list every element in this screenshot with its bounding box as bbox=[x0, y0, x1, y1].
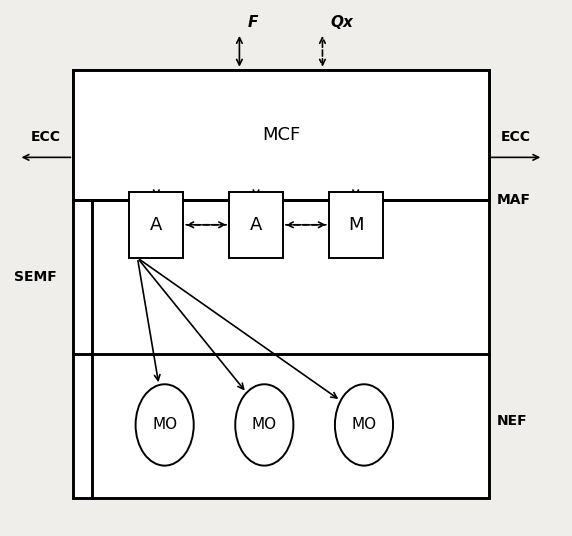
Ellipse shape bbox=[136, 384, 194, 466]
Bar bbox=[229, 191, 283, 258]
Text: MO: MO bbox=[351, 418, 376, 433]
Bar bbox=[129, 191, 184, 258]
Bar bbox=[73, 70, 488, 200]
Text: ECC: ECC bbox=[501, 130, 531, 144]
Text: M: M bbox=[348, 216, 363, 234]
Ellipse shape bbox=[335, 384, 393, 466]
Text: A: A bbox=[150, 216, 162, 234]
Text: Qx: Qx bbox=[331, 16, 353, 31]
Bar bbox=[329, 191, 383, 258]
Text: MAF: MAF bbox=[496, 193, 531, 207]
Text: SEMF: SEMF bbox=[14, 270, 57, 284]
Text: F: F bbox=[248, 16, 258, 31]
Bar bbox=[73, 70, 488, 498]
Text: A: A bbox=[250, 216, 262, 234]
Text: MO: MO bbox=[252, 418, 277, 433]
Ellipse shape bbox=[235, 384, 293, 466]
Text: NEF: NEF bbox=[496, 414, 527, 428]
Text: MCF: MCF bbox=[262, 126, 300, 144]
Text: MO: MO bbox=[152, 418, 177, 433]
Text: ECC: ECC bbox=[31, 130, 61, 144]
